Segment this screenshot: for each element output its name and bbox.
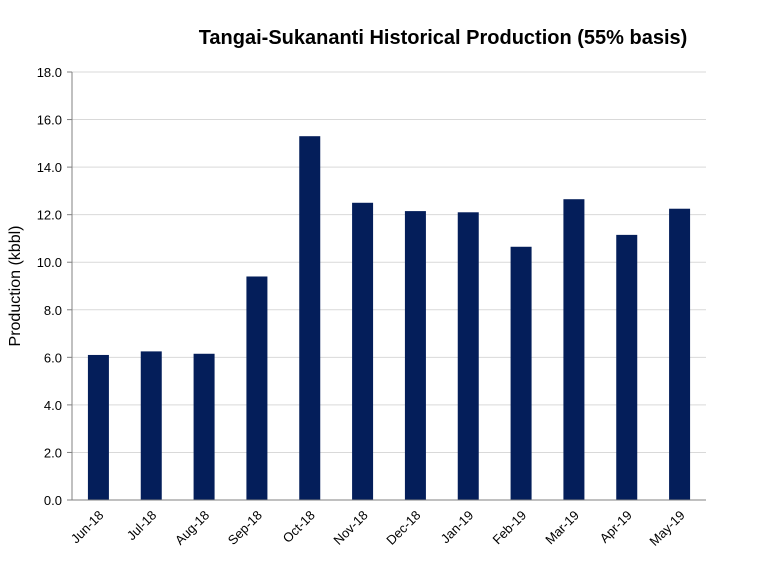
bars — [87, 136, 691, 501]
y-tick-label: 8.0 — [44, 303, 62, 318]
axes — [67, 71, 706, 501]
y-tick-label: 16.0 — [37, 113, 62, 128]
x-tick-label: Dec-18 — [383, 508, 423, 548]
x-tick-label: Jun-18 — [68, 508, 107, 547]
x-tick-label: Aug-18 — [172, 508, 212, 548]
y-axis-label: Production (kbbl) — [7, 226, 24, 347]
bar — [669, 208, 691, 500]
x-tick-label: Sep-18 — [225, 508, 265, 548]
bar — [510, 246, 532, 500]
bar — [193, 353, 215, 500]
bar — [616, 234, 638, 500]
bar — [299, 136, 321, 500]
gridlines — [72, 71, 706, 453]
x-tick-labels: Jun-18 Jul-18 Aug-18 Sep-18 Oct-18 Nov-18 Dec-… — [68, 508, 688, 549]
y-tick-label: 12.0 — [37, 208, 62, 223]
x-tick-label: Jul-18 — [124, 508, 160, 544]
x-tick-label: Apr-19 — [597, 508, 635, 546]
y-tick-label: 10.0 — [37, 255, 62, 270]
bar — [87, 354, 109, 500]
chart-title: Tangai-Sukananti Historical Production (… — [199, 27, 688, 49]
bar — [140, 351, 162, 500]
x-tick-label: Nov-18 — [330, 508, 370, 548]
bar — [563, 199, 585, 500]
y-tick-labels: 0.0 2.0 4.0 6.0 8.0 10.0 12.0 14.0 16.0 18.0 — [37, 65, 62, 508]
x-tick-label: Oct-18 — [280, 508, 318, 546]
bar — [404, 211, 426, 500]
x-tick-label: Feb-19 — [489, 508, 529, 548]
y-tick-label: 6.0 — [44, 350, 62, 365]
bar — [457, 212, 479, 501]
y-tick-label: 0.0 — [44, 493, 62, 508]
x-tick-label: Mar-19 — [542, 508, 582, 548]
x-tick-label: Jan-19 — [438, 508, 477, 547]
bar — [246, 276, 268, 500]
y-tick-label: 14.0 — [37, 160, 62, 175]
y-tick-label: 18.0 — [37, 65, 62, 80]
bar — [352, 202, 374, 500]
y-tick-label: 2.0 — [44, 445, 62, 460]
x-tick-label: May-19 — [646, 508, 687, 549]
y-tick-label: 4.0 — [44, 398, 62, 413]
